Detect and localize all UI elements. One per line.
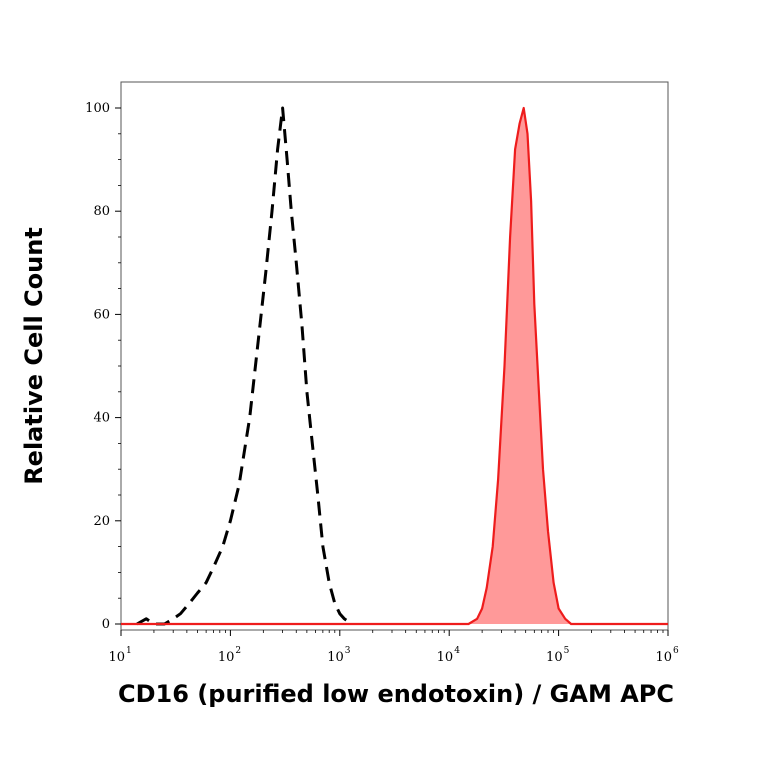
x-tick-exp-1: 2 [235, 646, 241, 656]
x-axis-title: CD16 (purified low endotoxin) / GAM APC [118, 680, 674, 708]
plot-border [120, 81, 669, 631]
y-tick-label-2: 40 [93, 411, 110, 426]
x-tick-exp-3: 4 [454, 646, 460, 656]
series-0-line [136, 106, 354, 626]
x-tick-label-4: 10 [546, 650, 563, 665]
x-tick-exp-2: 3 [345, 646, 351, 656]
y-tick-label-1: 20 [93, 514, 110, 529]
x-tick-exp-0: 1 [126, 646, 132, 656]
x-tick-exp-5: 6 [673, 646, 679, 656]
x-tick-label-3: 10 [437, 650, 454, 665]
x-tick-label-2: 10 [327, 650, 344, 665]
y-tick-label-5: 100 [85, 101, 110, 116]
y-axis-title: Relative Cell Count [20, 227, 48, 485]
series-1-line [121, 106, 668, 626]
x-tick-label-5: 10 [655, 650, 672, 665]
y-tick-label-3: 60 [93, 307, 110, 322]
plot-frame [120, 81, 669, 631]
y-tick-label-0: 0 [102, 617, 110, 632]
series-layer [121, 106, 668, 626]
x-tick-label-1: 10 [218, 650, 235, 665]
x-tick-label-0: 10 [108, 650, 125, 665]
x-tick-exp-4: 5 [564, 646, 570, 656]
series-1-area [121, 108, 668, 624]
y-tick-label-4: 80 [93, 204, 110, 219]
